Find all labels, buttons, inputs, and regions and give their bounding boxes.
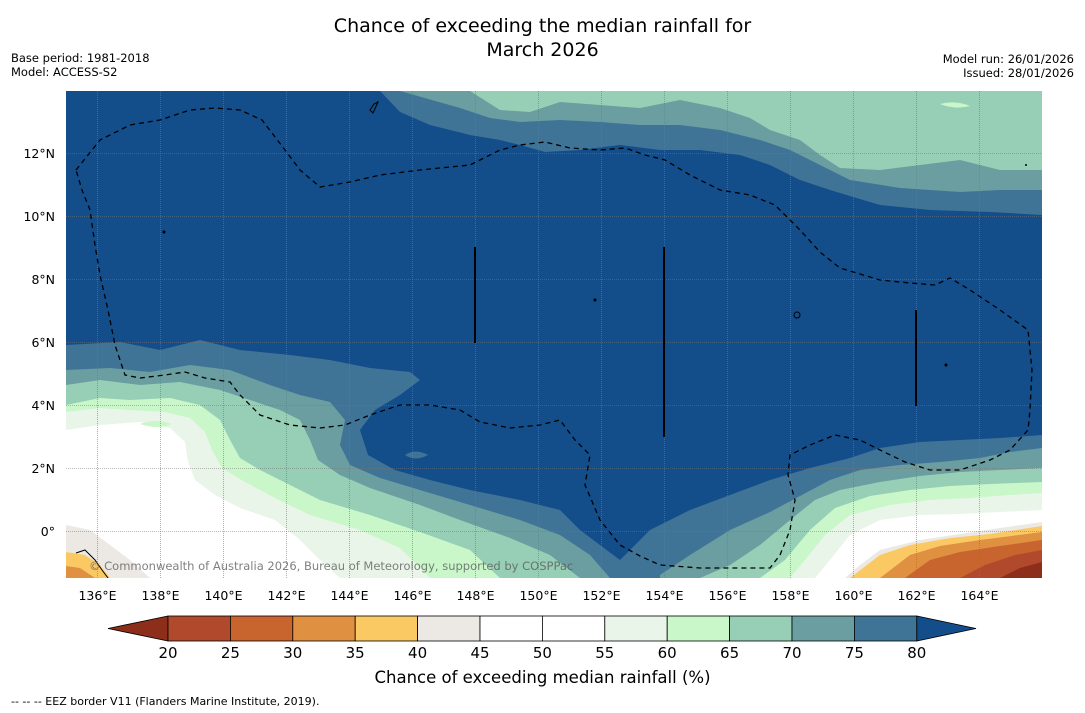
lon-tick-label: 154°E (645, 588, 683, 603)
colorbar-tick-label: 30 (283, 644, 302, 662)
meta-left: Base period: 1981-2018 Model: ACCESS-S2 (11, 51, 150, 79)
base-period-label: Base period: 1981-2018 (11, 51, 150, 65)
lon-tick-label: 148°E (456, 588, 494, 603)
colorbar-tick-label: 55 (595, 644, 614, 662)
lat-tick-label: 6°N (31, 335, 55, 350)
colorbar-segment (666, 615, 731, 642)
lat-tick-label: 12°N (23, 146, 55, 161)
rainfall-field (66, 91, 1042, 578)
map-title: Chance of exceeding the median rainfall … (0, 14, 1085, 62)
title-line-2: March 2026 (486, 39, 599, 61)
colorbar-segment (791, 615, 855, 642)
colorbar-title: Chance of exceeding median rainfall (%) (374, 668, 711, 687)
lon-tick-label: 158°E (771, 588, 809, 603)
lon-tick-label: 164°E (960, 588, 998, 603)
model-label: Model: ACCESS-S2 (11, 65, 118, 79)
colorbar-tick-label: 50 (533, 644, 552, 662)
colorbar-tick-label: 70 (782, 644, 801, 662)
colorbar-segment (292, 615, 356, 642)
lat-tick-label: 10°N (23, 209, 55, 224)
colorbar-segment (354, 615, 419, 642)
lon-tick-label: 160°E (834, 588, 872, 603)
field-north-lightgreen (940, 102, 970, 108)
colorbar-low-extend (107, 615, 169, 642)
island-dot-3 (944, 363, 948, 367)
island-dot-4 (1025, 164, 1027, 166)
lon-tick-label: 152°E (582, 588, 620, 603)
colorbar-segment (729, 615, 793, 642)
colorbar-tick-label: 40 (408, 644, 427, 662)
lon-tick-label: 150°E (519, 588, 557, 603)
field-west-orange (66, 566, 95, 578)
lat-tick-label: 4°N (31, 398, 55, 413)
eez-footnote: -- -- -- EEZ border V11 (Flanders Marine… (11, 695, 320, 708)
field-west-white (66, 422, 340, 578)
lon-tick-label: 162°E (897, 588, 935, 603)
issued-label: Issued: 28/01/2026 (963, 66, 1074, 80)
lon-tick-label: 136°E (78, 588, 116, 603)
axis-labels: 136°E 138°E 140°E 142°E 144°E 146°E 148°E 150°E… (23, 146, 998, 603)
lon-tick-label: 140°E (204, 588, 242, 603)
lon-tick-label: 142°E (267, 588, 305, 603)
lon-tick-label: 144°E (330, 588, 368, 603)
gridlines (66, 91, 1042, 578)
island-dot-2 (593, 298, 597, 302)
lon-tick-label: 146°E (393, 588, 431, 603)
colorbar-segment (854, 615, 918, 642)
field-se-darkbrown (1000, 562, 1042, 578)
eez-border (75, 107, 1033, 569)
field-north-mint (470, 91, 1042, 170)
colorbar-segment (167, 615, 231, 642)
colorbar-segment (229, 615, 294, 642)
lon-tick-label: 156°E (708, 588, 746, 603)
colorbar-segment (542, 615, 606, 642)
colorbar-tick-label: 25 (221, 644, 240, 662)
colorbar-tick-label: 80 (907, 644, 926, 662)
model-run-label: Model run: 26/01/2026 (942, 52, 1074, 66)
colorbar-high-extend (916, 615, 977, 642)
colorbar-tick-label: 35 (346, 644, 365, 662)
colorbar-tick-label: 20 (158, 644, 177, 662)
lat-tick-label: 8°N (31, 272, 55, 287)
island-guam (369, 100, 380, 114)
colorbar-tick-label: 45 (470, 644, 489, 662)
field-center-spot (405, 451, 428, 459)
colorbar-segment (417, 615, 481, 642)
colorbar-segment (604, 615, 668, 642)
colorbar-tick-label: 65 (720, 644, 739, 662)
lat-tick-label: 0° (41, 524, 55, 539)
field-west-lightgreen-spot (140, 421, 172, 427)
colorbar-tick-label: 75 (845, 644, 864, 662)
lon-tick-label: 138°E (141, 588, 179, 603)
colorbar: 20 25 30 35 40 45 50 55 60 65 70 75 80 (107, 615, 977, 662)
island-dot-1 (162, 230, 166, 234)
island-pohnpei (793, 311, 801, 319)
title-line-1: Chance of exceeding the median rainfall … (333, 15, 752, 37)
copyright-text: © Commonwealth of Australia 2026, Bureau… (89, 559, 573, 573)
island-new-guinea-coast (75, 549, 109, 578)
colorbar-segment (479, 615, 543, 642)
colorbar-tick-label: 60 (658, 644, 677, 662)
meta-right: Model run: 26/01/2026 Issued: 28/01/2026 (943, 52, 1074, 80)
lat-tick-label: 2°N (31, 461, 55, 476)
